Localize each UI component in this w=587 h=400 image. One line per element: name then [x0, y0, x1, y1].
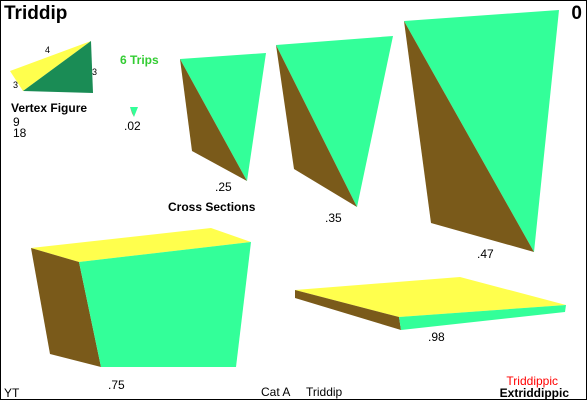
trips-label: 6 Trips — [120, 53, 159, 67]
section-98-yellow — [295, 277, 566, 317]
related-polytope-red: Triddippic — [506, 374, 558, 388]
polytope-name: Triddip — [306, 385, 343, 399]
category-label: Cat A — [261, 385, 291, 399]
vertex-number: 18 — [13, 126, 27, 140]
vertex-edge-label: 4 — [45, 45, 51, 55]
counter: 0 — [571, 3, 582, 24]
section-25-green — [180, 53, 266, 181]
section-75-green — [79, 242, 251, 367]
footer-left-label: YT — [4, 386, 20, 400]
vertex-figure-label: Vertex Figure — [11, 101, 88, 115]
vertex-edge-label: 3 — [92, 67, 98, 77]
vertex-figure-yellow-face — [10, 41, 91, 91]
section-35-brown — [276, 45, 357, 207]
section-value: .98 — [428, 330, 445, 344]
section-98-green — [399, 305, 566, 330]
section-value: .02 — [124, 119, 141, 133]
section-47-brown — [404, 21, 534, 252]
section-75-yellow — [31, 228, 251, 262]
vertex-number: 9 — [13, 115, 20, 129]
section-47-green — [404, 10, 559, 252]
section-value: .25 — [215, 180, 232, 194]
section-25-brown — [180, 59, 247, 181]
section-98-brown — [295, 290, 401, 330]
cross-sections-label: Cross Sections — [168, 200, 256, 214]
section-75-brown — [31, 248, 101, 367]
vertex-edge-label: 3 — [13, 80, 19, 90]
page-title: Triddip — [4, 3, 68, 24]
related-polytope-bold: Extriddippic — [499, 386, 569, 400]
section-02-green — [130, 107, 138, 117]
vertex-figure-green-face — [23, 41, 93, 93]
section-02-brown — [130, 107, 134, 117]
section-value: .35 — [325, 211, 342, 225]
section-value: .47 — [477, 247, 494, 261]
section-value: .75 — [108, 378, 125, 392]
section-35-green — [276, 36, 393, 207]
